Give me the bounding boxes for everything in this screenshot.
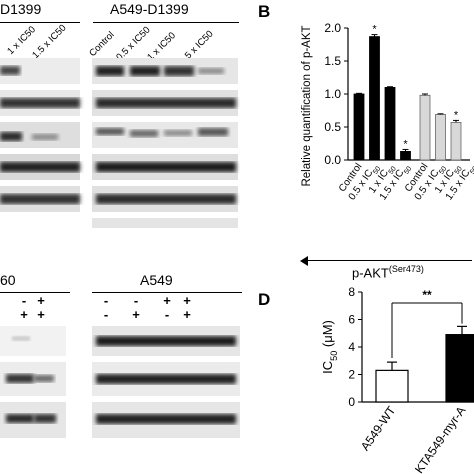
panel-c-sign: + xyxy=(20,307,28,322)
panel-c-blots xyxy=(0,326,240,438)
x-tick-label: A549-WT xyxy=(358,403,399,453)
blot-band xyxy=(130,130,158,137)
panel-c-sign: + xyxy=(37,307,45,322)
bar xyxy=(450,121,462,161)
panel-c-sign: + xyxy=(37,293,45,308)
panel-c-sign: + xyxy=(183,293,191,308)
panel-c-sign: + xyxy=(183,307,191,322)
panel-a-lane-label: 1.5 x IC50 xyxy=(30,22,69,62)
y-tick-label: 2.0 xyxy=(324,21,341,35)
panel-c-left-strips xyxy=(0,326,66,438)
blot-band xyxy=(96,98,236,108)
blot-band xyxy=(96,162,236,172)
blot-band xyxy=(96,336,236,346)
blot-band xyxy=(34,414,56,423)
bar xyxy=(353,93,365,161)
blot-band xyxy=(0,98,80,108)
blot-band xyxy=(6,374,34,383)
significance-mark: ** xyxy=(422,288,432,302)
blot-band xyxy=(164,66,194,76)
y-tick-label: 6 xyxy=(348,313,355,327)
blot-band xyxy=(12,336,30,341)
y-tick-label: 1.0 xyxy=(324,87,341,101)
panel-c-right-strips xyxy=(92,326,240,438)
panel-c-sign: - xyxy=(103,307,109,322)
y-tick-label: 4 xyxy=(348,340,355,354)
panel-a-title-left: D1399 xyxy=(0,1,42,17)
blot-band xyxy=(0,162,80,172)
panel-c-sign: + xyxy=(163,293,171,308)
panel-c-sign: + xyxy=(132,307,140,322)
blot-band xyxy=(32,134,58,140)
panel-a-title-left-underline xyxy=(0,22,80,23)
panel-c-title-left: 60 xyxy=(0,272,16,288)
panel-c-title-right-underline xyxy=(92,292,242,293)
panel-b-footer-arrow-left xyxy=(300,256,308,266)
panel-c-sign: - xyxy=(164,307,170,322)
y-tick-label: 1.5 xyxy=(324,54,341,68)
bar xyxy=(375,369,409,403)
bar xyxy=(435,114,446,161)
panel-b-letter: B xyxy=(258,2,271,21)
panel-c-title-right: A549 xyxy=(140,272,173,288)
panel-a-title-right-underline xyxy=(93,22,239,23)
bar xyxy=(445,334,474,403)
blot-band xyxy=(0,132,22,141)
bar xyxy=(419,94,431,161)
significance-mark: * xyxy=(454,109,459,121)
blot-band xyxy=(198,68,224,74)
blot-band xyxy=(0,194,80,204)
x-tick-label: KTA549-myr-A xyxy=(412,404,468,474)
y-tick-label: 2 xyxy=(348,368,355,382)
panel-b-chart: 0.0 0.5 1.0 1.5 2.0 Relative quantification o… xyxy=(301,21,474,202)
y-axis-label: Relative quantification of p-AKT xyxy=(301,25,313,186)
blot-band xyxy=(6,414,34,423)
blot-band xyxy=(96,414,236,424)
bar xyxy=(369,36,380,161)
blot-band xyxy=(0,66,20,75)
panel-a-right-strips xyxy=(92,58,238,228)
blot-band xyxy=(96,194,236,204)
blot-band xyxy=(198,128,228,136)
panel-c-sign: - xyxy=(133,293,139,308)
blot-band xyxy=(96,128,124,135)
panel-a-lane-label: Control xyxy=(87,29,117,59)
blot-band xyxy=(164,130,192,136)
panel-c-sign: - xyxy=(21,293,27,308)
y-tick-label: 8 xyxy=(348,285,355,299)
blot-band xyxy=(96,66,124,76)
y-tick-label: 0.5 xyxy=(324,120,341,134)
panel-d-letter: D xyxy=(258,290,271,309)
significance-mark: * xyxy=(372,24,377,36)
y-axis-label: IC50 (μM) xyxy=(320,320,339,374)
blot-band xyxy=(130,66,160,76)
panel-b-footer-arrow xyxy=(302,260,472,261)
panel-c-sign: - xyxy=(103,293,109,308)
significance-mark: * xyxy=(403,138,408,150)
y-tick-label: 0.0 xyxy=(324,153,341,167)
bar xyxy=(384,87,396,161)
blot-band xyxy=(96,374,236,384)
panel-a-title-right: A549-D1399 xyxy=(110,1,189,17)
y-tick-label: 0 xyxy=(348,395,355,409)
panel-b-footer-label: p-AKT(Ser473) xyxy=(352,264,424,281)
panel-d-chart: 0 2 4 6 8 IC50 (μM) A549-WT KTA549-myr-A ** xyxy=(320,285,474,474)
panel-c-title-left-underline xyxy=(0,292,70,293)
blot-band xyxy=(34,375,54,382)
bar xyxy=(400,151,411,161)
panel-a-blots xyxy=(0,58,238,228)
panel-a-left-strips xyxy=(0,58,80,212)
